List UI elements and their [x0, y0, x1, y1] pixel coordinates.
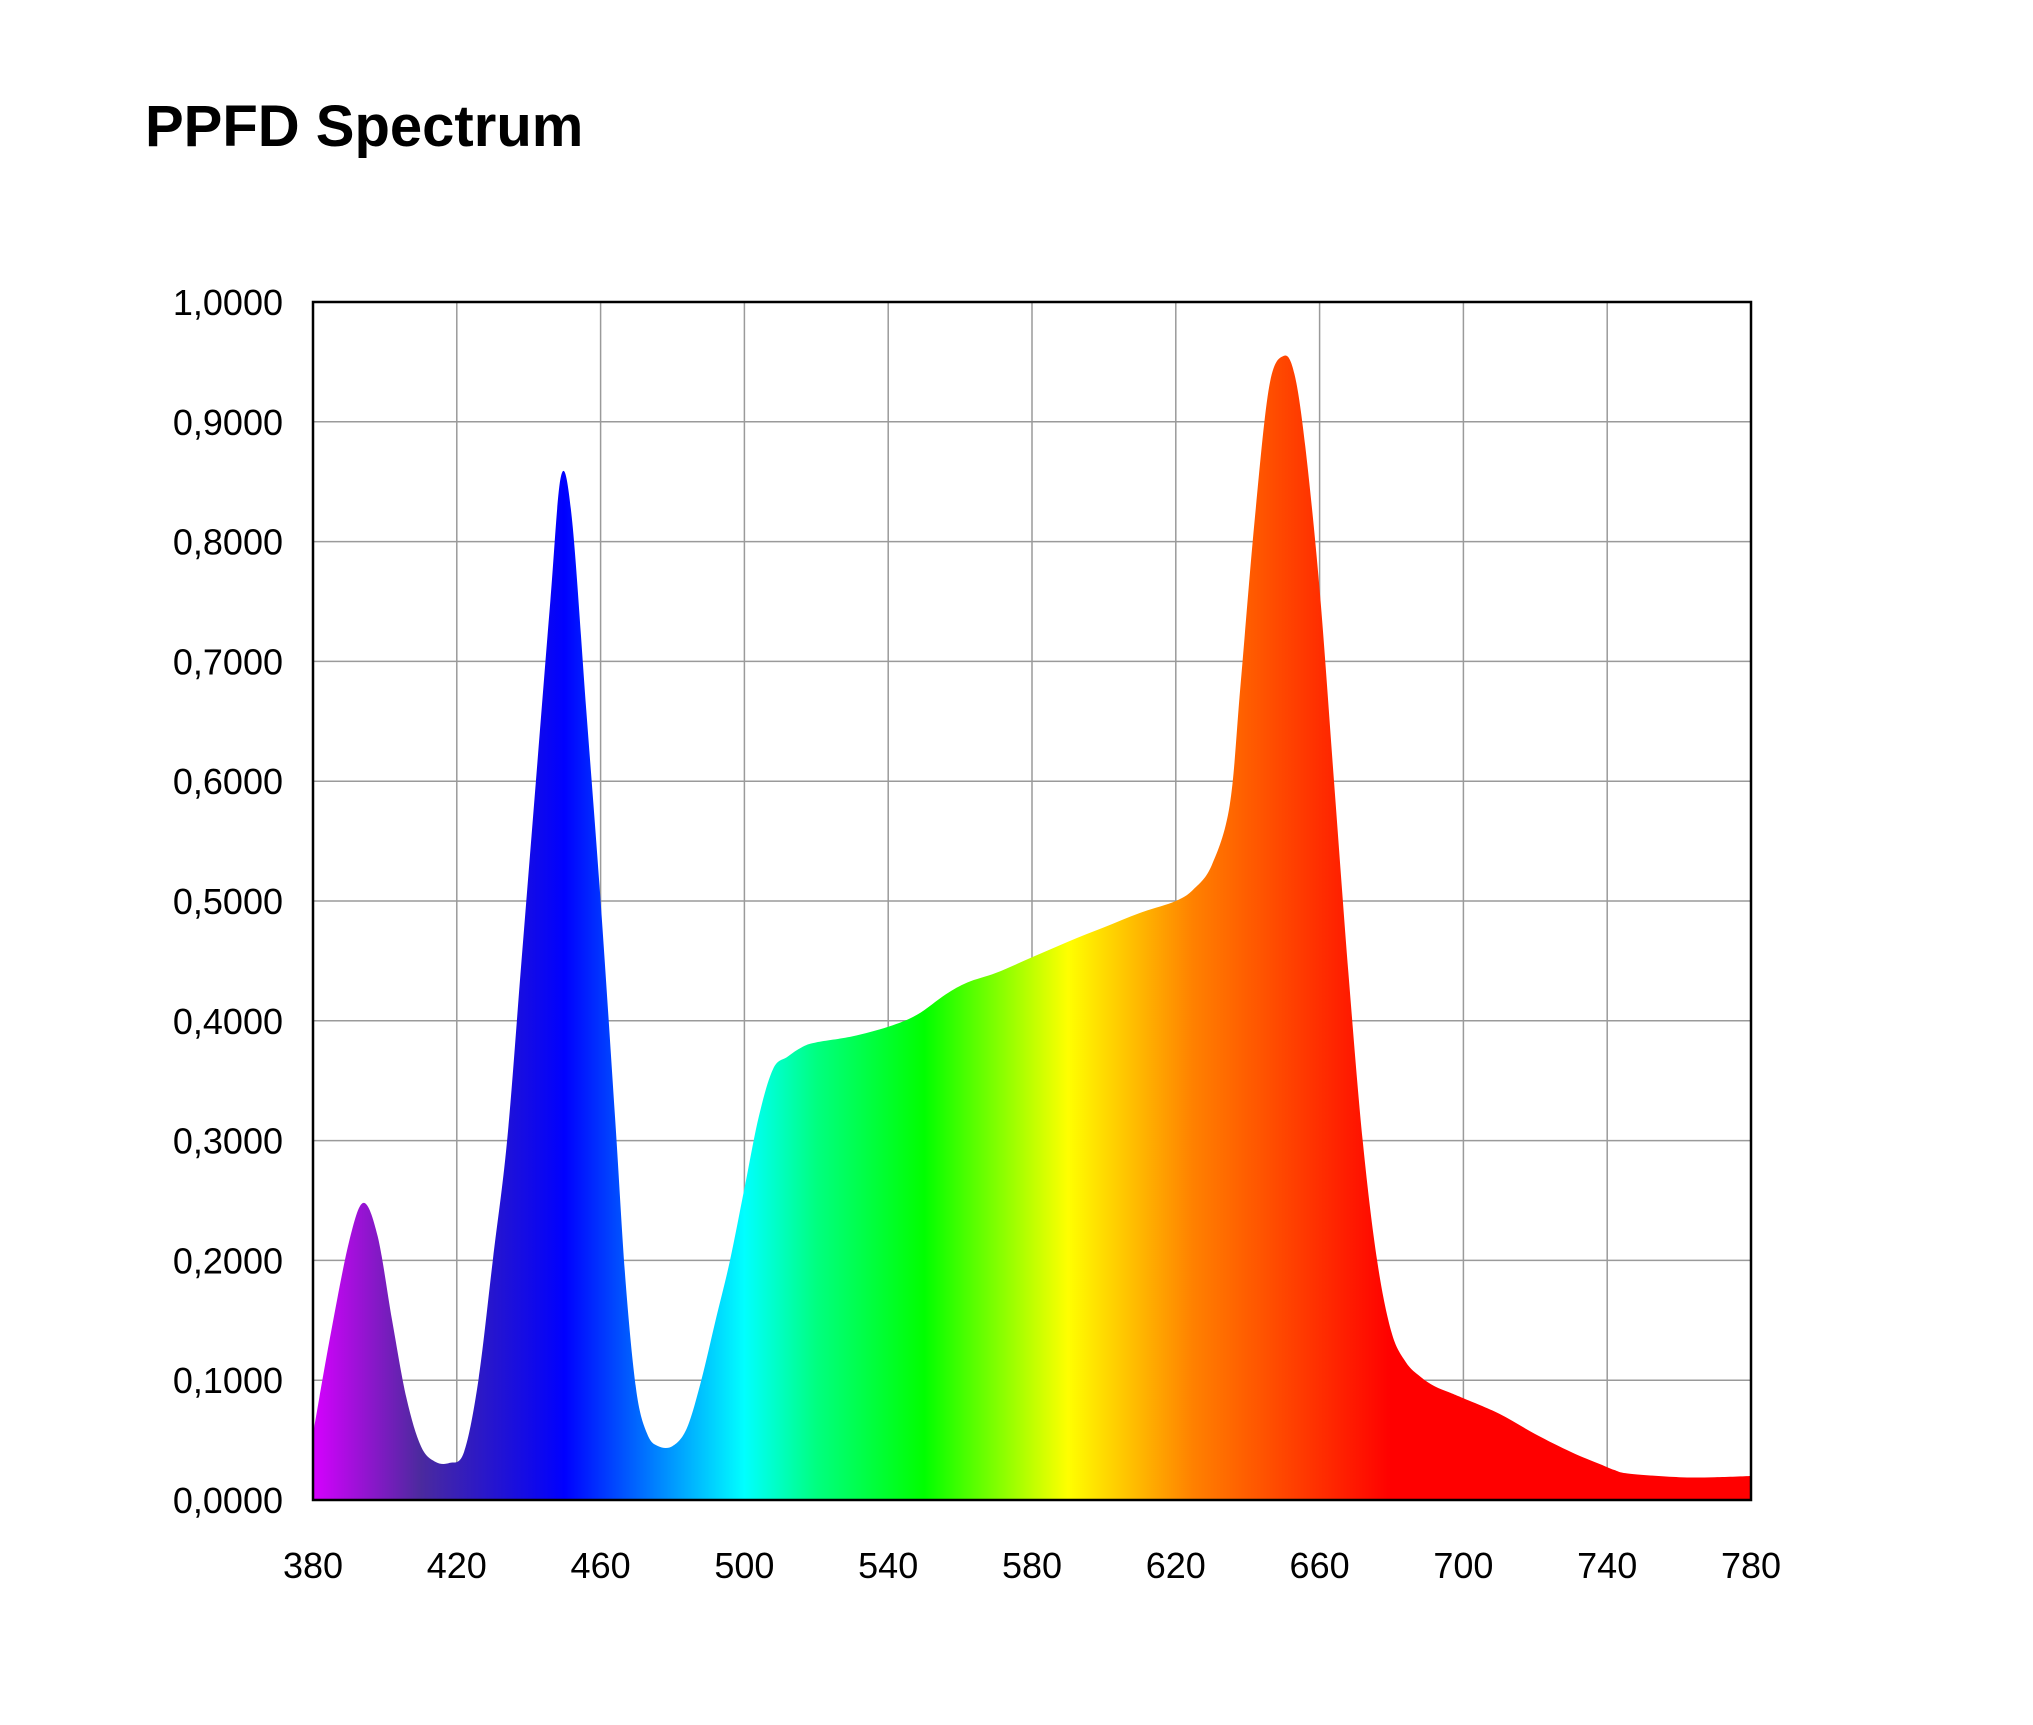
- x-tick-label: 460: [571, 1545, 631, 1586]
- x-tick-label: 500: [714, 1545, 774, 1586]
- y-tick-label: 0,2000: [173, 1240, 283, 1281]
- y-tick-label: 0,7000: [173, 641, 283, 682]
- y-tick-label: 0,0000: [173, 1480, 283, 1521]
- x-tick-label: 580: [1002, 1545, 1062, 1586]
- x-tick-label: 780: [1721, 1545, 1781, 1586]
- y-tick-label: 0,3000: [173, 1121, 283, 1162]
- x-tick-label: 380: [283, 1545, 343, 1586]
- spectrum-area: [313, 355, 1751, 1501]
- plot-frame: [311, 300, 1753, 1502]
- y-tick-label: 0,5000: [173, 881, 283, 922]
- x-axis-ticks: 380 420 460 500 540 580 620 660 700 740 780: [283, 1545, 1781, 1586]
- y-tick-label: 0,1000: [173, 1360, 283, 1401]
- x-tick-label: 540: [858, 1545, 918, 1586]
- y-tick-label: 0,9000: [173, 402, 283, 443]
- x-tick-label: 420: [427, 1545, 487, 1586]
- x-tick-label: 660: [1290, 1545, 1350, 1586]
- y-tick-label: 0,6000: [173, 761, 283, 802]
- x-tick-label: 700: [1433, 1545, 1493, 1586]
- y-tick-label: 0,4000: [173, 1001, 283, 1042]
- y-tick-label: 1,0000: [173, 282, 283, 323]
- y-tick-label: 0,8000: [173, 522, 283, 563]
- y-axis-ticks: 0,0000 0,1000 0,2000 0,3000 0,4000 0,5000 0,60…: [173, 282, 283, 1521]
- chart-title: PPFD Spectrum: [145, 94, 584, 159]
- x-tick-label: 620: [1146, 1545, 1206, 1586]
- x-tick-label: 740: [1577, 1545, 1637, 1586]
